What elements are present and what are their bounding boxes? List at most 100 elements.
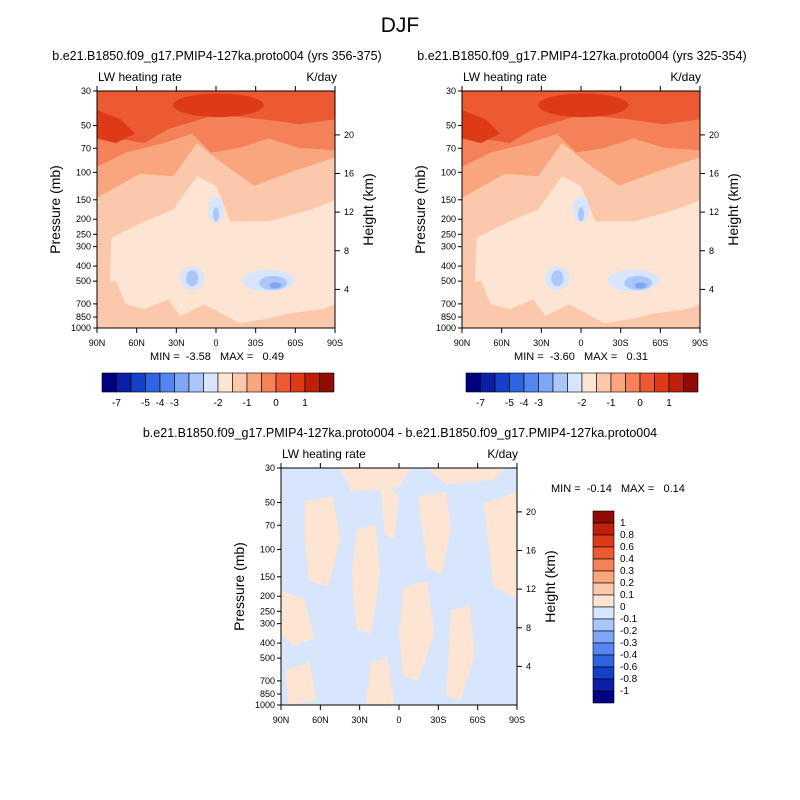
contour-level — [186, 270, 199, 287]
contour-level — [417, 491, 451, 575]
colorbar-swatch — [145, 372, 161, 393]
colorbar-label: -5 — [141, 398, 150, 409]
x-tick-label: 60S — [652, 338, 668, 348]
colorbar-swatch — [552, 372, 568, 393]
colorbar-label: -2 — [578, 398, 587, 409]
y-tick-label: 500 — [441, 276, 456, 286]
colorbar-label: -1 — [620, 686, 629, 697]
y-tick-label: 250 — [260, 606, 275, 616]
x-tick-label: 90S — [327, 338, 343, 348]
colorbar-right: -7 -5 -4 -3 -2 -1 0 1 — [465, 372, 699, 409]
contour-level — [484, 491, 517, 599]
y-tick-label: 200 — [76, 214, 91, 224]
contour-level — [399, 581, 435, 682]
colorbar-label: -5 — [505, 398, 514, 409]
colorbar-label: -1 — [243, 398, 252, 409]
contour-level — [634, 282, 647, 289]
colorbar-label: -0.3 — [620, 638, 638, 649]
contour-level — [269, 282, 282, 289]
y2-tick-label: 8 — [526, 623, 531, 633]
colorbar-label: -3 — [534, 398, 543, 409]
y-tick-label: 200 — [441, 214, 456, 224]
colorbar-label: 0.8 — [620, 530, 634, 541]
contour-level — [213, 207, 219, 222]
colorbar-label: -0.8 — [620, 674, 638, 685]
y-tick-label: 100 — [76, 167, 91, 177]
colorbar-swatch — [639, 372, 655, 393]
y2-tick-label: 20 — [526, 507, 536, 517]
y-tick-label: 70 — [446, 143, 456, 153]
colorbar-label: 0 — [637, 398, 643, 409]
colorbar-swatch — [188, 372, 204, 393]
x-tick-label: 30N — [351, 715, 368, 725]
y-tick-label: 50 — [265, 498, 275, 508]
y-tick-label: 150 — [441, 195, 456, 205]
x-tick-label: 60S — [287, 338, 303, 348]
colorbar-swatch — [480, 372, 496, 393]
y2-tick-label: 8 — [344, 246, 349, 256]
colorbar-swatch — [494, 372, 510, 393]
contour-level — [446, 605, 475, 701]
x-tick-label: 0 — [213, 338, 218, 348]
colorbar-left: -7 -5 -4 -3 -2 -1 0 1 — [101, 372, 335, 409]
x-tick-label: 30S — [430, 715, 446, 725]
y-tick-label: 400 — [76, 261, 91, 271]
y-axis-label: Pressure (mb) — [412, 165, 428, 254]
y-tick-label: 70 — [265, 520, 275, 530]
contour-level — [340, 468, 411, 492]
contour-level — [304, 496, 340, 587]
y2-axis-label: Height (km) — [725, 173, 741, 245]
y2-axis-label: Height (km) — [360, 173, 376, 245]
x-tick-label: 30S — [248, 338, 264, 348]
x-tick-label: 90N — [89, 338, 106, 348]
colorbar-swatch — [509, 372, 525, 393]
contour-level — [462, 280, 700, 328]
colorbar-swatch — [592, 558, 615, 572]
y-tick-label: 400 — [441, 261, 456, 271]
colorbar-label: -3 — [170, 398, 179, 409]
contour-level — [380, 479, 399, 540]
colorbar-swatch — [159, 372, 175, 393]
contour-level — [351, 524, 381, 634]
colorbar-swatch — [246, 372, 262, 393]
y-tick-label: 50 — [446, 121, 456, 131]
x-tick-label: 30S — [613, 338, 629, 348]
colorbar-swatch — [581, 372, 597, 393]
y-tick-label: 500 — [260, 653, 275, 663]
x-tick-label: 30N — [533, 338, 550, 348]
y-tick-label: 1000 — [255, 700, 275, 710]
y-tick-label: 700 — [441, 299, 456, 309]
figure-title: DJF — [381, 14, 420, 37]
colorbar-swatch — [592, 534, 615, 548]
colorbar-label: -4 — [520, 398, 529, 409]
y2-tick-label: 16 — [344, 169, 354, 179]
panel-title-left: b.e21.B1850.f09_g17.PMIP4-127ka.proto004… — [52, 49, 381, 63]
y2-axis-label: Height (km) — [542, 550, 558, 622]
y-tick-label: 300 — [441, 242, 456, 252]
right-panel-variable-label: LW heating rate — [463, 70, 547, 84]
x-tick-label: 90S — [509, 715, 525, 725]
y-tick-label: 400 — [260, 638, 275, 648]
colorbar-swatch — [592, 630, 615, 644]
colorbar-swatch — [592, 666, 615, 680]
y2-tick-label: 4 — [709, 284, 714, 294]
colorbar-swatch — [304, 372, 320, 393]
y-tick-label: 250 — [441, 229, 456, 239]
y-tick-label: 200 — [260, 591, 275, 601]
diff-panel-variable-label: LW heating rate — [282, 447, 366, 461]
colorbar-swatch — [683, 372, 699, 393]
colorbar-swatch — [610, 372, 626, 393]
y-axis-label: Pressure (mb) — [47, 165, 63, 254]
y-tick-label: 1000 — [436, 323, 456, 333]
colorbar-label: 1 — [620, 518, 626, 529]
right-panel-units-label: K/day — [670, 70, 701, 84]
x-tick-label: 90N — [273, 715, 290, 725]
y-tick-label: 70 — [81, 143, 91, 153]
y-tick-label: 30 — [446, 86, 456, 96]
y-tick-label: 50 — [81, 121, 91, 131]
colorbar-label: 0.1 — [620, 590, 634, 601]
x-tick-label: 90N — [454, 338, 471, 348]
x-tick-label: 60N — [493, 338, 510, 348]
